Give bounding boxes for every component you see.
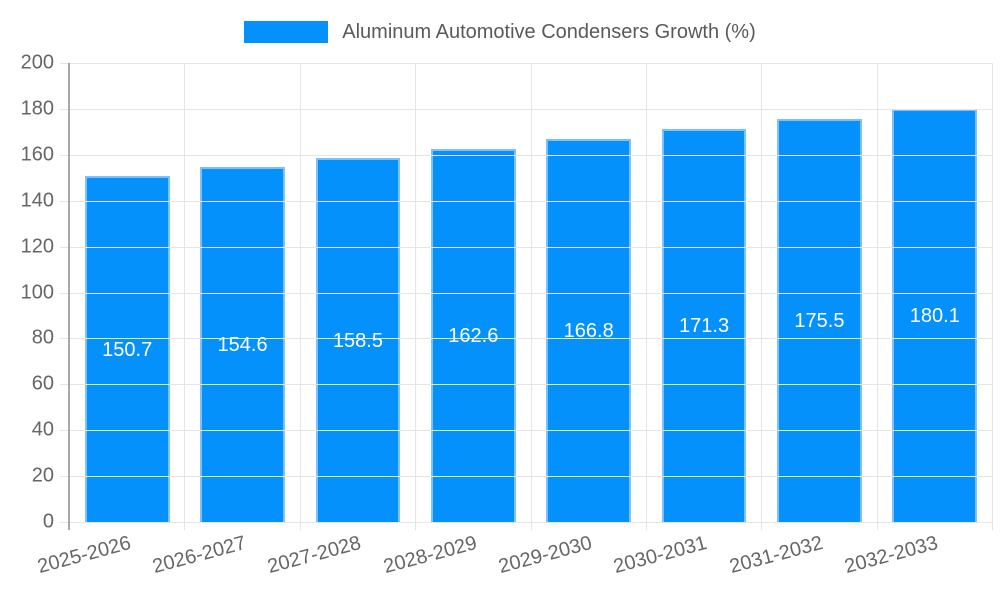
y-tick-mark: [60, 200, 68, 202]
legend: Aluminum Automotive Condensers Growth (%…: [0, 14, 1000, 50]
y-tick-label: 160: [20, 143, 54, 166]
y-tick-mark: [60, 522, 68, 523]
y-tick-label: 100: [20, 281, 54, 303]
y-tick-label: 60: [31, 372, 54, 395]
bar[interactable]: 154.6: [200, 167, 285, 522]
y-tick-label: 40: [31, 418, 54, 441]
gridline: [70, 63, 993, 64]
gridline: [70, 154, 993, 156]
bar[interactable]: 180.1: [892, 108, 978, 522]
x-tick-label: 2029-2030: [496, 532, 595, 579]
bar-value-label: 150.7: [102, 338, 153, 361]
gridline: [70, 108, 993, 110]
y-tick-label: 200: [20, 51, 54, 74]
category-cell: 166.8 2029-2030: [496, 63, 648, 578]
y-tick-mark: [60, 154, 68, 156]
y-tick-mark: [60, 384, 68, 386]
legend-label[interactable]: Aluminum Automotive Condensers Growth (%…: [342, 20, 756, 43]
gridline: [70, 338, 993, 340]
bar-value-label: 166.8: [563, 320, 614, 343]
category-cell: 154.6 2026-2027: [150, 63, 302, 578]
bar[interactable]: 166.8: [546, 139, 632, 522]
bar[interactable]: 162.6: [430, 148, 516, 522]
y-tick-label: 120: [20, 235, 54, 258]
y-tick-mark: [60, 246, 68, 248]
bar[interactable]: 171.3: [661, 128, 747, 522]
y-tick-label: 180: [20, 97, 54, 120]
y-tick-label: 80: [31, 326, 54, 349]
category-cell: 171.3 2030-2031: [612, 63, 763, 578]
gridline: [70, 476, 993, 478]
category-cells: 150.7 2025-2026 154.6 2026-2027 158.5 2027-20…: [35, 63, 994, 578]
category-cell: 150.7 2025-2026: [35, 63, 186, 578]
bar-value-label: 180.1: [909, 304, 960, 327]
y-tick-mark: [60, 338, 68, 340]
x-tick-label: 2026-2027: [150, 532, 249, 579]
bar-value-label: 175.5: [794, 310, 845, 333]
bar-value-label: 171.3: [679, 314, 730, 337]
y-tick-mark: [60, 63, 68, 64]
gridline: [70, 430, 993, 432]
gridline: [70, 292, 993, 294]
x-tick-label: 2031-2032: [727, 532, 826, 579]
bar[interactable]: 150.7: [84, 176, 170, 522]
y-tick-label: 140: [20, 189, 54, 212]
x-tick-label: 2025-2026: [34, 532, 133, 579]
x-tick-label: 2030-2031: [611, 532, 710, 579]
plot-area: 150.7 2025-2026 154.6 2026-2027 158.5 2027-20…: [35, 63, 994, 578]
y-tick-mark: [60, 476, 68, 478]
gridline: [70, 522, 993, 523]
bar-value-label: 162.6: [448, 324, 499, 347]
gridline: [70, 246, 993, 248]
y-tick-label: 20: [31, 464, 54, 487]
x-tick-label: 2028-2029: [380, 532, 480, 579]
category-cell: 158.5 2027-2028: [266, 63, 417, 578]
y-tick-mark: [60, 292, 68, 294]
y-tick-label: 0: [42, 510, 54, 533]
y-tick-mark: [60, 430, 68, 432]
bar-value-label: 158.5: [332, 329, 383, 352]
x-tick-label: 2032-2033: [842, 532, 941, 579]
y-tick-mark: [60, 108, 68, 110]
y-axis-labels: 0 20 40 60 80 100 120 140 160 180 200: [0, 52, 54, 533]
category-cell: 162.6 2028-2029: [381, 63, 532, 578]
bar-value-label: 154.6: [217, 334, 268, 357]
y-axis-line: [68, 63, 70, 530]
bar[interactable]: 158.5: [315, 158, 401, 522]
category-cell: 175.5 2031-2032: [727, 63, 879, 578]
legend-swatch[interactable]: [244, 21, 329, 43]
bar[interactable]: 175.5: [777, 119, 862, 522]
x-tick-label: 2027-2028: [265, 532, 364, 579]
gridline: [70, 384, 993, 386]
gridline: [70, 200, 993, 202]
